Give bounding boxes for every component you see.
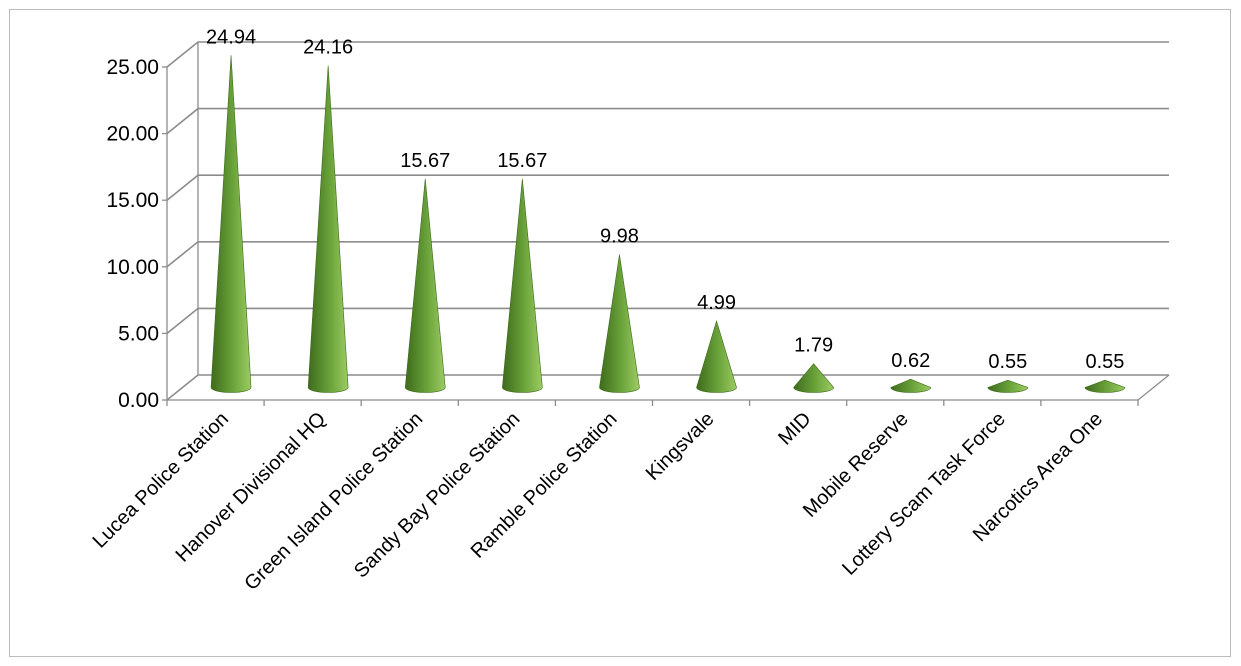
category-label: MID: [774, 408, 815, 449]
y-axis-ticks: 0.00 5.00 10.00 15.00 20.00 25.00: [106, 56, 159, 412]
y-tick-label: 15.00: [106, 189, 159, 212]
gridline: [166, 374, 1169, 401]
gridlines: [162, 41, 1170, 406]
cone-bar: [599, 254, 640, 393]
data-label: 0.55: [1085, 351, 1124, 373]
category-label: Kingsvale: [642, 408, 719, 485]
cone-body: [793, 363, 834, 393]
data-label: 24.94: [206, 26, 256, 48]
gridline: [166, 174, 1169, 201]
cones: [210, 55, 1126, 393]
cone-bar: [1084, 379, 1126, 393]
y-tick-label: 25.00: [106, 56, 159, 79]
cone-bar: [696, 319, 737, 393]
data-label: 24.16: [303, 37, 353, 59]
category-label: Lottery Scam Task Force: [838, 408, 1010, 580]
category-label: Sandy Bay Police Station: [350, 408, 524, 582]
cone-bar: [793, 363, 834, 393]
cone-body: [1084, 379, 1126, 393]
y-tick-label: 10.00: [106, 256, 159, 279]
y-tick-label: 20.00: [106, 123, 159, 146]
cone-body: [696, 319, 737, 393]
data-label: 9.98: [600, 226, 639, 248]
cone-body: [890, 378, 932, 393]
data-label: 0.62: [891, 350, 930, 372]
data-label: 15.67: [497, 150, 547, 172]
cone-bar: [502, 178, 543, 393]
cone-bar: [987, 379, 1029, 393]
cone-body: [404, 178, 446, 393]
gridline: [166, 107, 1169, 135]
gridline: [166, 41, 1169, 68]
cone-body: [599, 254, 640, 393]
data-label: 0.55: [988, 351, 1027, 373]
category-label: Green Island Police Station: [240, 408, 427, 595]
gridline: [166, 307, 1169, 335]
cone-bar: [210, 55, 252, 393]
gridline: [166, 241, 1169, 268]
data-label: 4.99: [697, 292, 736, 314]
data-label: 1.79: [794, 335, 833, 357]
cone-bar: [890, 378, 932, 393]
data-label: 15.67: [400, 150, 450, 172]
y-tick-label: 5.00: [118, 322, 159, 345]
cone-bar: [404, 178, 446, 393]
cone-bar: [307, 65, 349, 393]
cone-body: [502, 178, 543, 393]
cone-body: [210, 55, 252, 393]
data-labels: 24.94 24.16 15.67 15.67 9.98 4.99 1.79 0.62 0.55…: [206, 26, 1124, 373]
floor-side-edge: [1137, 374, 1170, 401]
category-label: Mobile Reserve: [799, 408, 913, 522]
y-tick-label: 0.00: [118, 389, 159, 412]
cone-body: [307, 65, 349, 393]
cone-body: [987, 379, 1029, 393]
